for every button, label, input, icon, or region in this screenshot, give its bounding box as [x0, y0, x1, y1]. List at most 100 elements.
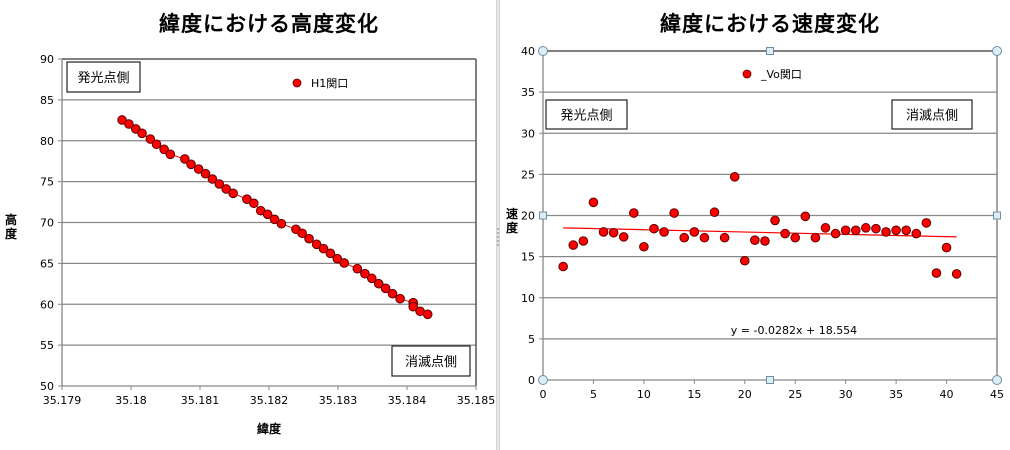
data-point[interactable] — [901, 225, 912, 236]
data-point[interactable] — [186, 159, 196, 170]
data-point[interactable] — [790, 232, 801, 243]
data-point[interactable] — [395, 293, 405, 304]
data-point[interactable] — [921, 218, 932, 228]
data-point[interactable] — [810, 232, 821, 243]
y-axis-title: 速 — [506, 206, 518, 221]
data-point[interactable] — [568, 240, 579, 250]
data-point[interactable] — [124, 119, 134, 129]
data-point[interactable] — [649, 223, 659, 234]
data-point[interactable] — [618, 232, 629, 242]
data-point[interactable] — [881, 227, 891, 237]
data-point[interactable] — [679, 232, 690, 243]
data-point[interactable] — [373, 278, 384, 289]
data-point[interactable] — [669, 208, 679, 218]
x-tick-label: 10 — [637, 388, 651, 401]
data-point[interactable] — [262, 209, 273, 220]
data-point[interactable] — [709, 207, 720, 218]
data-point[interactable] — [269, 214, 280, 225]
y-tick-label: 80 — [40, 135, 54, 148]
resize-handle-corner[interactable] — [992, 46, 1002, 56]
data-point[interactable] — [800, 211, 811, 222]
data-point[interactable] — [820, 223, 831, 233]
data-point[interactable] — [151, 139, 162, 150]
x-tick-label: 45 — [990, 388, 1004, 401]
data-point[interactable] — [719, 232, 730, 243]
resize-handle-side[interactable] — [539, 211, 547, 220]
data-point[interactable] — [352, 263, 363, 274]
data-point[interactable] — [318, 243, 329, 254]
data-point[interactable] — [332, 253, 343, 264]
data-point[interactable] — [840, 225, 851, 236]
altitude-chart-plot[interactable]: 50 55 60 65 70 75 80 85 90 35.179 35.18 35.181 35.18… — [0, 0, 496, 450]
data-point[interactable] — [422, 309, 433, 320]
data-point[interactable] — [311, 239, 322, 250]
resize-handle-corner[interactable] — [538, 46, 548, 56]
data-point[interactable] — [578, 236, 589, 246]
data-point[interactable] — [200, 168, 211, 179]
data-point[interactable] — [165, 149, 176, 160]
data-point[interactable] — [221, 184, 232, 194]
data-point[interactable] — [608, 227, 619, 238]
start-side-label-box[interactable]: 発光点側 — [545, 99, 628, 130]
resize-handle-side[interactable] — [766, 47, 774, 55]
data-point[interactable] — [145, 134, 156, 144]
y-tick-label: 75 — [40, 176, 54, 189]
data-point[interactable] — [558, 261, 568, 272]
data-point[interactable] — [780, 228, 790, 239]
end-side-label-box[interactable]: 消滅点側 — [891, 99, 973, 130]
data-point[interactable] — [699, 232, 710, 243]
trendline-equation[interactable]: y = -0.0282x + 18.554 — [731, 324, 857, 337]
data-point[interactable] — [387, 288, 398, 299]
data-point[interactable] — [207, 174, 218, 184]
speed-chart-plot[interactable]: 0 5 10 15 20 25 30 35 40 0 5 10 15 20 25 30 35 40 45 _Vo関口発… — [500, 0, 1010, 450]
resize-handle-corner[interactable] — [992, 375, 1002, 385]
data-point[interactable] — [193, 164, 204, 174]
data-point[interactable] — [639, 241, 649, 252]
data-point[interactable] — [729, 172, 740, 182]
data-point[interactable] — [941, 242, 952, 253]
data-point[interactable] — [408, 301, 419, 312]
data-point[interactable] — [325, 248, 336, 259]
data-point[interactable] — [770, 215, 780, 226]
data-point[interactable] — [850, 225, 861, 236]
data-point[interactable] — [242, 194, 252, 205]
data-point[interactable] — [360, 268, 370, 279]
data-point[interactable] — [739, 255, 750, 266]
data-point[interactable] — [689, 227, 700, 237]
data-point[interactable] — [367, 273, 377, 284]
data-point[interactable] — [750, 235, 760, 245]
resize-handle-side[interactable] — [766, 376, 774, 384]
data-point[interactable] — [659, 227, 669, 237]
start-side-label-box[interactable]: 発光点側 — [66, 61, 141, 93]
data-point[interactable] — [871, 223, 881, 234]
data-point[interactable] — [380, 283, 391, 294]
data-point[interactable] — [276, 218, 287, 229]
end-side-label-box[interactable]: 消滅点側 — [391, 345, 471, 377]
x-tick-label: 25 — [788, 388, 802, 401]
data-point[interactable] — [629, 208, 639, 218]
data-point[interactable] — [304, 233, 314, 244]
y-tick-label: 85 — [40, 94, 54, 107]
resize-handle-corner[interactable] — [538, 375, 548, 385]
data-point[interactable] — [931, 268, 942, 278]
data-point[interactable] — [180, 154, 190, 164]
data-point[interactable] — [228, 188, 238, 199]
resize-handle-side[interactable] — [993, 211, 1001, 220]
data-point[interactable] — [249, 198, 259, 209]
altitude-chart-panel: 緯度における高度変化 50 55 60 65 70 75 80 85 90 35.179 35.18… — [0, 0, 496, 450]
x-tick-label: 35.183 — [319, 394, 358, 407]
data-point[interactable] — [214, 179, 225, 189]
data-point[interactable] — [861, 223, 871, 233]
data-point[interactable] — [951, 269, 962, 279]
data-point[interactable] — [911, 228, 922, 239]
data-point[interactable] — [137, 128, 147, 139]
data-point[interactable] — [297, 228, 307, 239]
data-point[interactable] — [588, 197, 599, 208]
data-point[interactable] — [830, 228, 841, 239]
data-point[interactable] — [891, 225, 901, 236]
data-point[interactable] — [159, 144, 169, 155]
data-point[interactable] — [598, 227, 609, 237]
data-point[interactable] — [760, 236, 770, 246]
panel-divider[interactable] — [496, 0, 500, 450]
data-point[interactable] — [339, 258, 350, 268]
